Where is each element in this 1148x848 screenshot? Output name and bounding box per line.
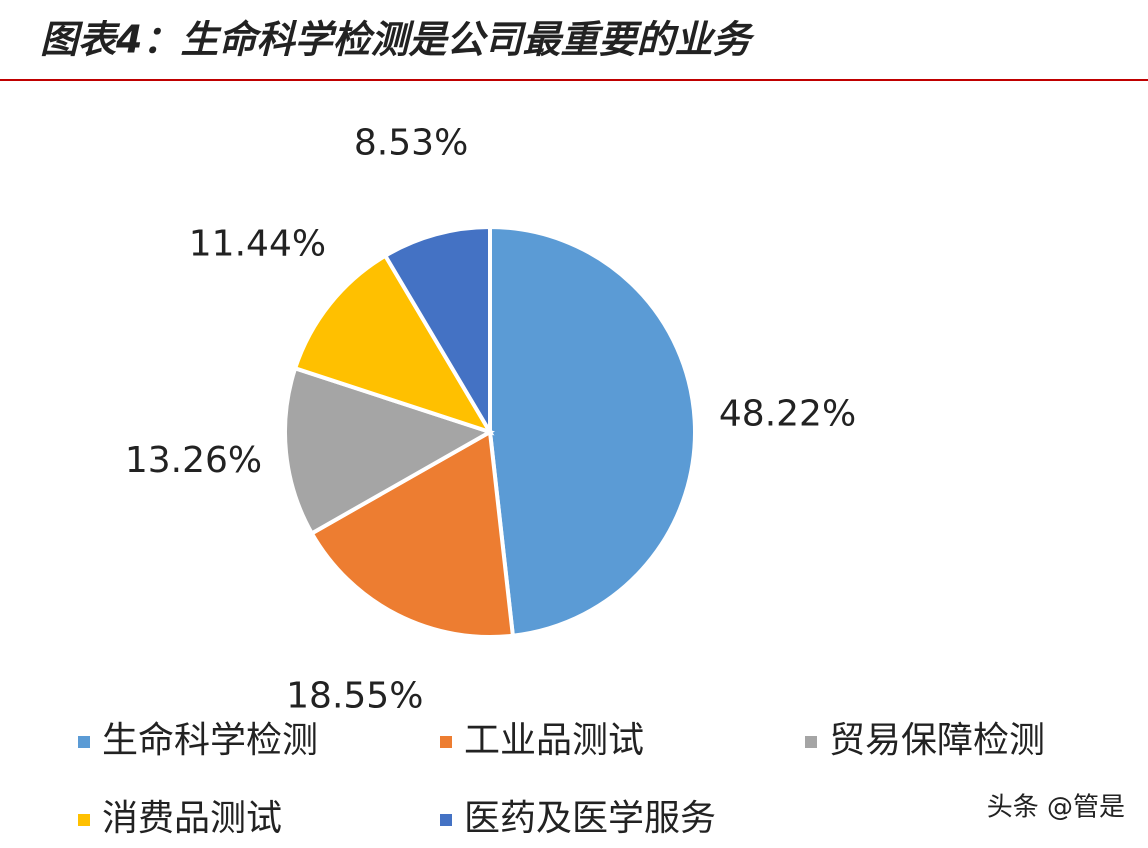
legend-swatch — [440, 736, 452, 748]
legend-label: 生命科学检测 — [102, 720, 318, 761]
chart-title: 图表4：生命科学检测是公司最重要的业务 — [40, 18, 755, 62]
pie-slice — [283, 365, 495, 537]
legend-swatch — [78, 736, 90, 748]
pie-slice — [382, 224, 492, 440]
data-label: 8.53% — [354, 123, 468, 164]
pie-slice — [488, 224, 697, 638]
data-label: 11.44% — [189, 224, 326, 265]
pie-slice — [309, 428, 516, 639]
legend-swatch — [805, 736, 817, 748]
legend-swatch — [78, 814, 90, 826]
legend-label: 工业品测试 — [464, 720, 644, 761]
legend-label: 消费品测试 — [102, 798, 282, 839]
legend-swatch — [440, 814, 452, 826]
data-label: 13.26% — [125, 440, 262, 481]
data-label: 18.55% — [286, 676, 423, 717]
pie-slice — [292, 253, 495, 436]
legend-label: 医药及医学服务 — [464, 798, 716, 839]
data-label: 48.22% — [719, 393, 856, 434]
watermark: 头条 @管是 — [987, 793, 1125, 823]
legend-label: 贸易保障检测 — [829, 720, 1045, 761]
